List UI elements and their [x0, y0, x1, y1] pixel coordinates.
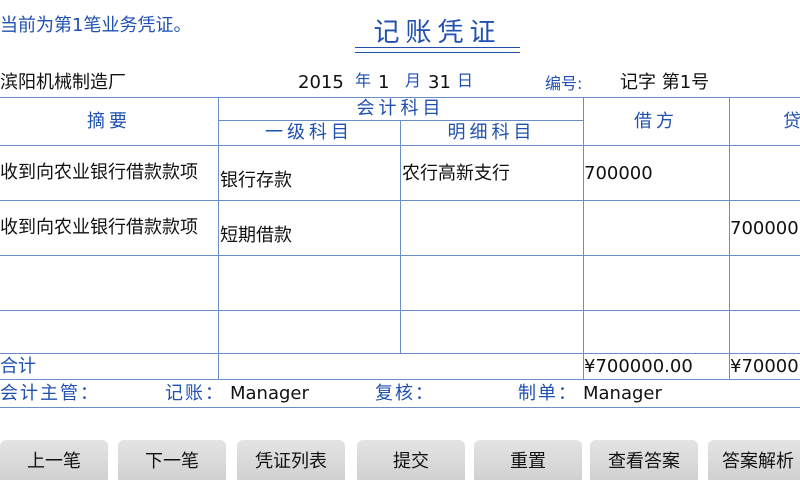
- total-debit: ¥700000.00: [584, 356, 693, 377]
- reset-button[interactable]: 重置: [474, 440, 582, 480]
- year-unit: 年: [355, 71, 372, 90]
- number: 记字 第1号: [620, 72, 710, 93]
- header-detail: 明细科目: [447, 122, 536, 143]
- header-level1: 一级科目: [265, 122, 353, 143]
- prev-button[interactable]: 上一笔: [0, 440, 108, 480]
- rule: [0, 97, 800, 98]
- company: 滨阳机械制造厂: [0, 72, 126, 93]
- month-unit: 月: [405, 71, 422, 90]
- header-summary: 摘要: [87, 111, 131, 132]
- list-button[interactable]: 凭证列表: [237, 440, 345, 480]
- rule: [729, 97, 730, 379]
- rule: [0, 353, 800, 354]
- rule: [0, 407, 800, 408]
- bookkeeper-label: 记账：: [165, 383, 225, 404]
- title-underline: [355, 52, 520, 53]
- rule: [218, 97, 219, 379]
- header-account: 会计科目: [356, 98, 445, 119]
- notice: 当前为第1笔业务凭证。: [0, 15, 192, 36]
- level1-account: 短期借款: [220, 225, 292, 246]
- explain-button[interactable]: 答案解析: [708, 440, 800, 480]
- answer-button[interactable]: 查看答案: [590, 440, 698, 480]
- header-debit: 借方: [634, 111, 678, 132]
- title: 记账凭证: [373, 18, 502, 48]
- number-label: 编号:: [545, 74, 583, 93]
- rule: [0, 379, 800, 380]
- summary: 收到向农业银行借款款项: [0, 162, 198, 183]
- preparer-label: 制单：: [518, 383, 578, 404]
- submit-button[interactable]: 提交: [357, 440, 465, 480]
- day-unit: 日: [457, 71, 474, 90]
- credit: 700000: [730, 218, 799, 239]
- supervisor-label: 会计主管：: [0, 383, 100, 404]
- day: 31: [428, 72, 451, 93]
- rule: [400, 120, 401, 353]
- year: 2015: [298, 72, 344, 93]
- next-button[interactable]: 下一笔: [118, 440, 226, 480]
- rule: [583, 97, 584, 379]
- month: 1: [378, 72, 390, 93]
- bookkeeper: Manager: [230, 383, 309, 404]
- level1-account: 银行存款: [220, 170, 292, 191]
- header-credit: 贷方: [783, 111, 800, 132]
- total-label: 合计: [0, 356, 36, 377]
- total-credit: ¥700000.00: [730, 356, 800, 377]
- reviewer-label: 复核：: [375, 383, 435, 404]
- debit: 700000: [584, 163, 653, 184]
- preparer: Manager: [583, 383, 662, 404]
- summary: 收到向农业银行借款款项: [0, 217, 198, 238]
- detail-account: 农行高新支行: [402, 163, 510, 184]
- title-underline: [355, 47, 520, 48]
